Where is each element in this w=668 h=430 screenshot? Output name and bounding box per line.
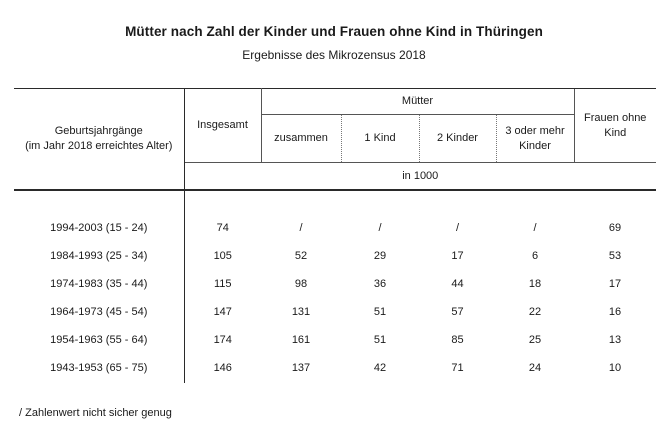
cell-frauen-ohne-kind: 10 [608, 362, 622, 375]
row-label: 1954-1963 (55 - 64) [14, 326, 185, 355]
cell-2-kinder: 44 [451, 278, 464, 291]
cell-insgesamt: 146 [213, 362, 232, 375]
statistics-table: Geburtsjahrgänge (im Jahr 2018 erreichte… [14, 88, 656, 383]
cell-3-oder-mehr: 18 [528, 278, 542, 291]
row-label: 1974-1983 (35 - 44) [14, 270, 185, 299]
cell-1-kind: 51 [373, 334, 387, 347]
table-row: 1943-1953 (65 - 75) 146 137 42 71 24 10 [14, 354, 656, 383]
group-header-muetter: Mütter [261, 88, 574, 115]
cell-zusammen: / [299, 222, 303, 235]
column-header-line1: Geburtsjahrgänge [54, 125, 143, 138]
cell-1-kind: 36 [373, 278, 387, 291]
cell-insgesamt: 147 [213, 306, 232, 319]
cell-2-kinder: / [455, 222, 460, 235]
table-row: 1984-1993 (25 - 34) 105 52 29 17 6 53 [14, 242, 656, 271]
cell-zusammen: 52 [294, 250, 308, 263]
row-label: 1994-2003 (15 - 24) [14, 214, 185, 243]
cell-1-kind: 51 [373, 306, 387, 319]
spacer-cell [14, 189, 185, 215]
table-row: 1994-2003 (15 - 24) 74 / / / / 69 [14, 214, 656, 243]
column-header-insgesamt: Insgesamt [184, 88, 262, 163]
cell-2-kinder: 71 [451, 362, 464, 375]
cell-zusammen: 98 [294, 278, 308, 291]
footnote: / Zahlenwert nicht sicher genug [19, 407, 172, 419]
page-subtitle: Ergebnisse des Mikrozensus 2018 [242, 48, 426, 62]
unit-row: in 1000 [184, 162, 656, 191]
cell-2-kinder: 17 [451, 250, 464, 263]
cell-3-oder-mehr: 25 [528, 334, 542, 347]
table-body: 1994-2003 (15 - 24) 74 / / / / 69 1984-1… [14, 189, 656, 383]
table-row: 1974-1983 (35 - 44) 115 98 36 44 18 17 [14, 270, 656, 299]
cell-frauen-ohne-kind: 69 [608, 222, 622, 235]
cell-zusammen: 137 [291, 362, 311, 375]
cell-1-kind: 42 [373, 362, 387, 375]
cell-frauen-ohne-kind: 53 [608, 250, 622, 263]
cell-frauen-ohne-kind: 16 [608, 306, 622, 319]
cell-zusammen: 161 [291, 334, 311, 347]
table-row: 1954-1963 (55 - 64) 174 161 51 85 25 13 [14, 326, 656, 355]
column-header-1-kind: 1 Kind [340, 114, 419, 163]
row-label: 1943-1953 (65 - 75) [14, 354, 185, 383]
cell-insgesamt: 105 [213, 250, 232, 263]
page-title: Mütter nach Zahl der Kinder und Frauen o… [125, 24, 543, 39]
column-header-2-kinder: 2 Kinder [418, 114, 496, 163]
cell-frauen-ohne-kind: 13 [608, 334, 622, 347]
cell-1-kind: 29 [373, 250, 387, 263]
cell-3-oder-mehr: / [533, 222, 537, 235]
cell-3-oder-mehr: 6 [531, 250, 539, 263]
cell-3-oder-mehr: 22 [528, 306, 542, 319]
column-header-line2: (im Jahr 2018 erreichtes Alter) [25, 139, 173, 152]
cell-frauen-ohne-kind: 17 [608, 278, 622, 291]
cell-insgesamt: 74 [216, 222, 229, 235]
cell-2-kinder: 85 [451, 334, 464, 347]
cell-insgesamt: 115 [213, 278, 232, 291]
spacer-row [14, 189, 656, 215]
column-header-zusammen: zusammen [261, 114, 341, 163]
cell-zusammen: 131 [291, 306, 311, 319]
column-header-3-oder-mehr-kinder: 3 oder mehr Kinder [495, 114, 574, 163]
column-header-geburtsjahrgaenge: Geburtsjahrgänge (im Jahr 2018 erreichte… [14, 88, 185, 191]
table-row: 1964-1973 (45 - 54) 147 131 51 57 22 16 [14, 298, 656, 327]
row-label: 1964-1973 (45 - 54) [14, 298, 185, 327]
cell-insgesamt: 174 [213, 334, 232, 347]
cell-2-kinder: 57 [451, 306, 464, 319]
cell-1-kind: / [378, 222, 382, 235]
row-label: 1984-1993 (25 - 34) [14, 242, 185, 271]
column-header-frauen-ohne-kind: Frauen ohne Kind [573, 88, 656, 163]
cell-3-oder-mehr: 24 [528, 362, 542, 375]
table-header: Geburtsjahrgänge (im Jahr 2018 erreichte… [14, 88, 656, 191]
